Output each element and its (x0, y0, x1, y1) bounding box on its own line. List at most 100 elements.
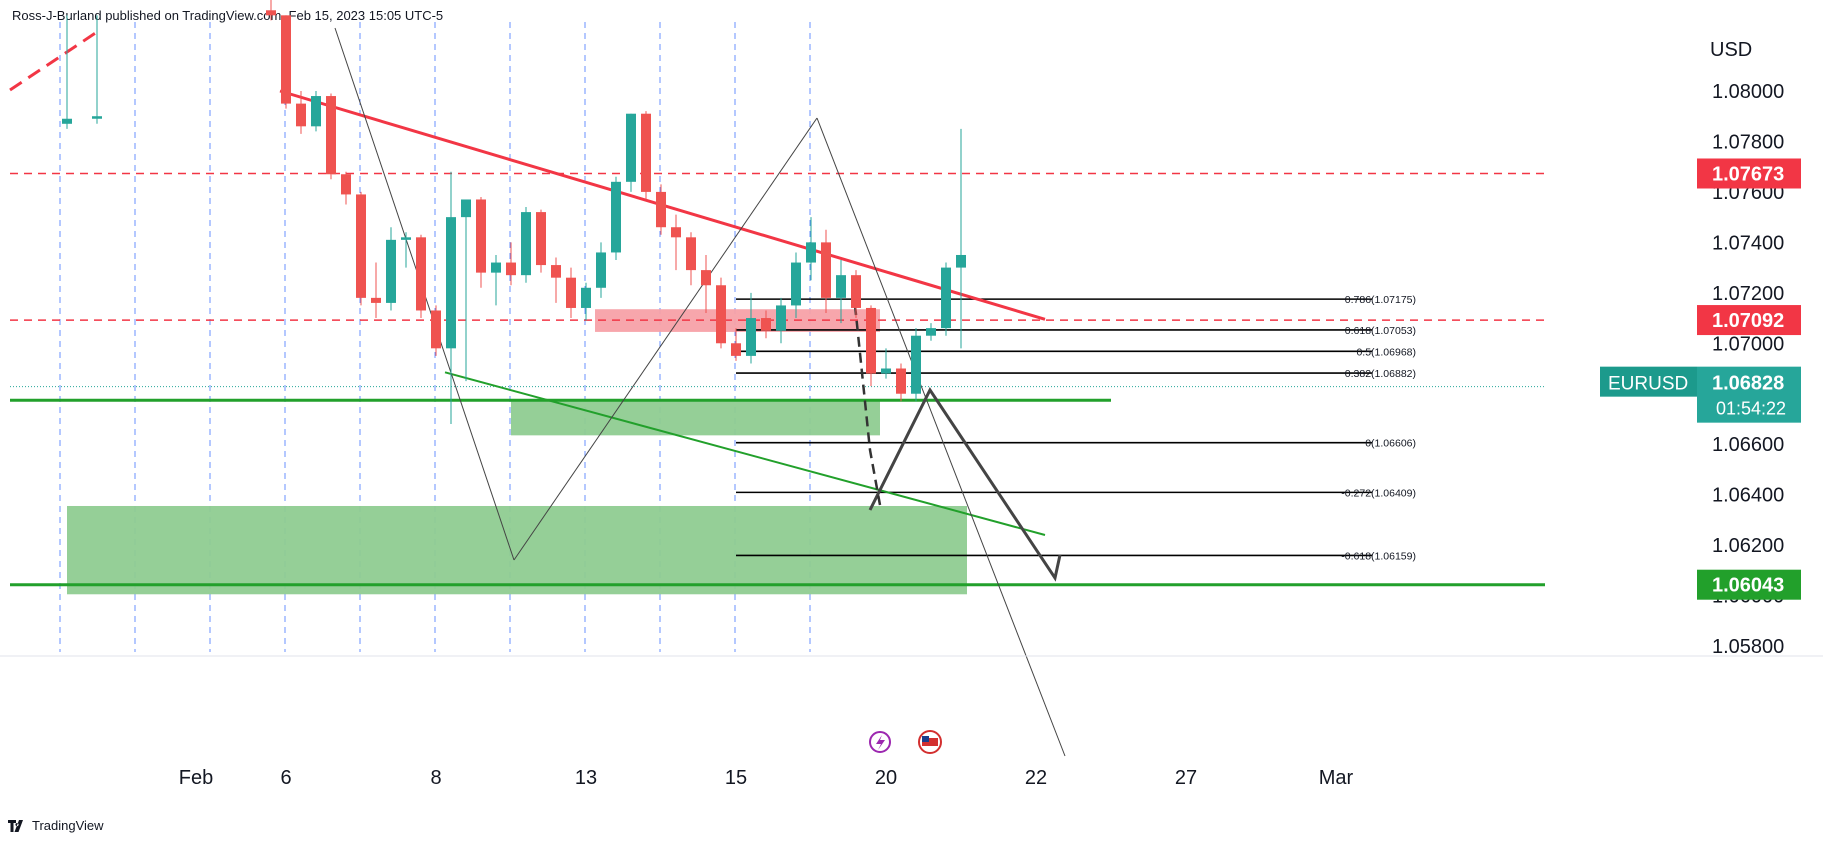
symbol-name: EURUSD (1608, 374, 1688, 395)
candle-bull (62, 118, 72, 124)
candle-bear (356, 194, 366, 298)
price-label-text: 1.07092 (1712, 310, 1784, 332)
price-label-box (1697, 569, 1801, 600)
grid-layer (59, 22, 811, 652)
candle-bear (851, 275, 861, 308)
y-tick-label: 1.06200 (1712, 535, 1784, 557)
candle-bear (761, 318, 771, 331)
candle-bear (341, 174, 351, 195)
candle-bear (326, 96, 336, 175)
candle-bear (416, 237, 426, 311)
zone-pink (595, 309, 880, 332)
x-tick-label: 13 (575, 767, 597, 789)
candle-bull (386, 239, 396, 303)
footer-brand: TradingView (32, 818, 104, 833)
candle-bear (686, 237, 696, 271)
x-tick-label: 27 (1175, 767, 1197, 789)
candle-bull (746, 318, 756, 356)
candle-bear (296, 103, 306, 127)
candle-bull (911, 335, 921, 394)
candle-bull (311, 96, 321, 127)
fib-level-label: 0(1.06606) (1365, 438, 1416, 450)
candle-bull (596, 252, 606, 288)
projection-path (868, 387, 1062, 582)
x-tick-label: Mar (1319, 767, 1354, 789)
lightning-glyph-icon (876, 735, 885, 750)
candle-bear (506, 262, 516, 276)
y-tick-label: 1.05800 (1712, 636, 1784, 658)
us-flag-stripes-icon (922, 738, 938, 746)
fib-level-label: 0.618(1.07053) (1345, 325, 1416, 337)
y-tick-label: 1.06600 (1712, 434, 1784, 456)
fib-level-label: 0.786(1.07175) (1345, 294, 1416, 306)
candle-bull (401, 237, 411, 240)
candle-bull (446, 217, 456, 349)
price-label-text: 1.06043 (1712, 575, 1784, 597)
y-tick-label: 1.07000 (1712, 333, 1784, 355)
price-label-box (1697, 158, 1801, 189)
drawings-layer (9, 27, 1066, 757)
last-price-box (1697, 366, 1801, 423)
candle-bull (836, 275, 846, 298)
candle-bull (461, 199, 471, 218)
footer: TradingView (8, 818, 104, 833)
fib-level-label: 0.5(1.06968) (1356, 346, 1416, 358)
candle-bear (896, 368, 906, 394)
candle-bear (701, 270, 711, 286)
candle-bull (92, 116, 102, 119)
candle-bull (881, 368, 891, 374)
trendline-green (444, 371, 1046, 536)
y-tick-label: 1.08000 (1712, 81, 1784, 103)
y-tick-label: 1.07800 (1712, 131, 1784, 153)
fib-level-label: -0.272(1.06409) (1341, 487, 1416, 499)
x-tick-label: 8 (430, 767, 441, 789)
candle-bull (776, 305, 786, 331)
wave-line (816, 117, 1066, 757)
fibonacci-layer: 0.786(1.07175) 0.618(1.07053) 0.5(1.06968)… (736, 294, 1416, 562)
candle-bull (956, 254, 966, 268)
x-tick-label: 22 (1025, 767, 1047, 789)
candle-bear (476, 199, 486, 273)
last-price: 1.06828 (1712, 373, 1784, 395)
candle-bull (941, 267, 951, 329)
candle-bear (371, 297, 381, 303)
price-label-box (1697, 305, 1801, 336)
price-labels-layer: 1.076731.070921.067741.06043EURUSD1.0682… (1600, 158, 1801, 600)
candle-bull (626, 113, 636, 182)
x-tick-label: Feb (179, 767, 213, 789)
fib-level-label: 0.382(1.06882) (1345, 368, 1416, 380)
candle-bull (791, 262, 801, 306)
symbol-box (1600, 366, 1697, 397)
projection-dash (853, 304, 882, 506)
tradingview-logo-icon (8, 819, 23, 832)
candle-bear (431, 310, 441, 349)
x-tick-label: 20 (875, 767, 897, 789)
currency-label: USD (1710, 39, 1752, 61)
candle-bear (821, 242, 831, 298)
zones-layer (67, 309, 967, 595)
y-tick-label: 1.07200 (1712, 283, 1784, 305)
us-flag-canton-icon (922, 736, 929, 742)
x-tick-label: 15 (725, 767, 747, 789)
bar-countdown: 01:54:22 (1716, 399, 1786, 419)
candle-bear (656, 191, 666, 228)
candle-bull (611, 181, 621, 253)
y-tick-label: 1.07400 (1712, 232, 1784, 254)
fib-level-label: -0.618(1.06159) (1341, 550, 1416, 562)
zone-green (67, 505, 967, 595)
candle-bear (641, 113, 651, 192)
horizontal-lines-layer (10, 172, 1545, 587)
prior-trend-stub (9, 28, 101, 92)
publisher-caption: Ross-J-Burland published on TradingView.… (12, 8, 444, 23)
candle-bull (491, 262, 501, 273)
candle-bear (266, 10, 276, 16)
candles-layer (62, 0, 966, 424)
candle-bull (806, 242, 816, 263)
wave-line (513, 117, 818, 561)
candle-bear (536, 212, 546, 266)
candle-bear (281, 15, 291, 104)
x-tick-label: 6 (280, 767, 291, 789)
price-label-text: 1.07673 (1712, 163, 1784, 185)
